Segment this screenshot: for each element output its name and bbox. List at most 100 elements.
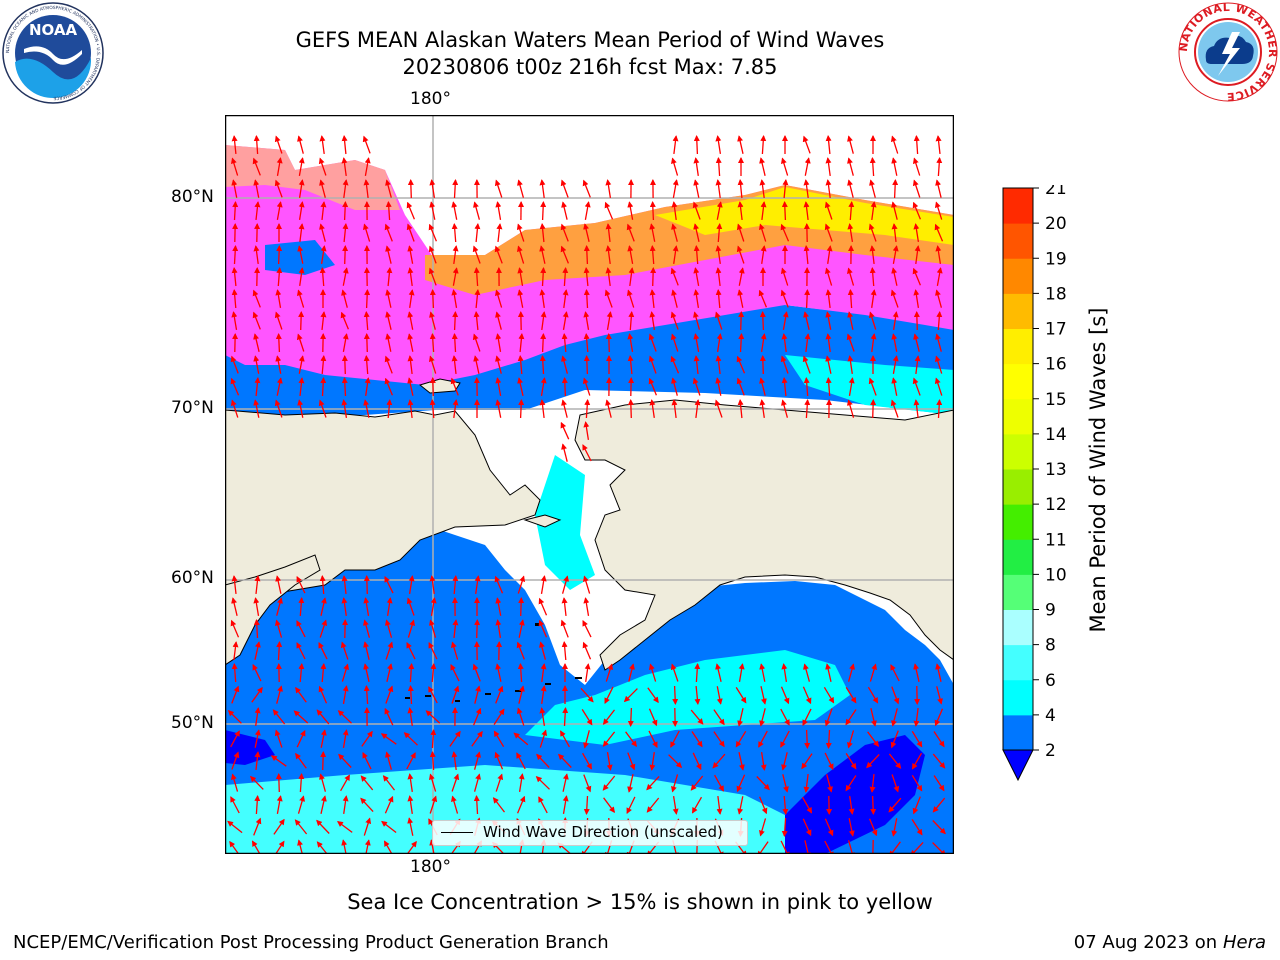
wind-wave-arrow: [802, 818, 812, 837]
land-st-lawrence: [523, 514, 562, 528]
wind-wave-arrow: [847, 730, 855, 749]
wind-wave-arrow: [715, 245, 722, 264]
wind-wave-arrow: [428, 245, 437, 264]
wind-wave-arrow: [252, 311, 261, 330]
wind-wave-arrow: [802, 355, 811, 374]
wind-wave-arrow: [293, 710, 309, 724]
wind-wave-arrow: [891, 201, 898, 220]
wind-wave-arrow: [934, 223, 944, 242]
wind-wave-arrow: [318, 642, 328, 660]
wind-wave-arrow: [602, 731, 616, 747]
wind-wave-arrow: [386, 597, 393, 617]
wind-wave-arrow: [385, 311, 392, 330]
wind-wave-arrow: [540, 377, 547, 397]
wind-wave-arrow: [847, 267, 855, 286]
wind-wave-arrow: [804, 333, 811, 352]
wind-wave-arrow: [847, 223, 854, 243]
wind-wave-arrow: [230, 157, 239, 176]
wind-wave-arrow: [691, 731, 703, 748]
wind-wave-arrow: [363, 399, 370, 418]
wind-wave-arrow: [759, 818, 767, 837]
wind-wave-arrow: [230, 796, 240, 814]
wind-wave-arrow: [231, 597, 238, 616]
wind-wave-arrow: [649, 201, 656, 221]
colorbar-segment: [1003, 433, 1033, 470]
wind-wave-arrow: [913, 663, 920, 682]
wind-wave-arrow: [627, 707, 634, 727]
wind-wave-arrow: [386, 663, 393, 682]
wind-wave-arrow: [473, 773, 481, 792]
wind-wave-arrow: [848, 201, 855, 221]
wind-wave-arrow: [847, 840, 855, 854]
colorbar-tick-label: 10: [1045, 565, 1067, 585]
wind-wave-arrow: [363, 333, 370, 353]
wind-wave-arrow: [513, 732, 529, 746]
wind-wave-arrow: [451, 773, 460, 792]
wind-wave-arrow: [782, 311, 789, 331]
wind-wave-arrow: [341, 663, 350, 682]
wind-wave-arrow: [758, 223, 767, 242]
wind-wave-arrow: [363, 817, 372, 836]
wind-wave-arrow: [690, 775, 704, 791]
wind-wave-arrow: [429, 795, 438, 814]
wind-wave-arrow: [847, 157, 854, 176]
wind-wave-arrow: [648, 663, 657, 682]
wind-wave-arrow: [804, 399, 811, 419]
wind-wave-arrow: [273, 818, 285, 835]
wind-wave-arrow: [606, 311, 613, 331]
wind-wave-arrow: [780, 355, 789, 374]
wind-wave-arrow: [869, 179, 876, 198]
wind-wave-arrow: [428, 619, 437, 638]
wind-wave-arrow: [516, 752, 526, 770]
wind-wave-arrow: [868, 311, 877, 330]
wind-wave-arrow: [429, 333, 436, 353]
colorbar-tick-label: 18: [1045, 284, 1067, 304]
wind-wave-arrow: [518, 773, 525, 793]
wind-wave-arrow: [780, 157, 789, 176]
wind-wave-arrow: [933, 731, 945, 748]
wind-wave-arrow: [804, 157, 811, 176]
wind-wave-arrow: [891, 157, 898, 176]
map-border: [225, 115, 954, 854]
noaa-logo-text: NOAA: [29, 21, 78, 39]
wind-wave-arrow: [892, 311, 899, 331]
wind-wave-arrow: [340, 641, 349, 660]
wind-wave-arrow: [825, 333, 832, 352]
wind-wave-arrow: [363, 641, 370, 660]
colorbar-tick-label: 19: [1045, 249, 1067, 269]
wind-wave-arrow: [890, 730, 899, 749]
wind-wave-arrow: [671, 201, 678, 220]
wind-wave-arrow: [492, 797, 506, 813]
wind-wave-arrow: [869, 774, 876, 793]
wind-wave-arrow: [254, 201, 261, 220]
wind-wave-arrow: [934, 355, 943, 374]
wind-wave-arrow: [494, 575, 504, 594]
colorbar-segment: [1003, 293, 1033, 329]
wind-wave-arrow: [517, 575, 526, 594]
wind-wave-arrow: [627, 774, 634, 793]
wind-wave-arrow: [935, 179, 942, 198]
wind-wave-arrow: [670, 267, 679, 286]
wind-wave-arrow: [474, 289, 481, 309]
wind-wave-arrow: [474, 619, 481, 639]
wind-wave-arrow: [781, 663, 788, 683]
wind-wave-arrow: [582, 752, 592, 770]
wind-wave-arrow: [408, 575, 415, 595]
wind-wave-arrow: [364, 377, 371, 396]
wind-wave-arrow: [341, 839, 348, 854]
wind-wave-arrow: [935, 289, 943, 308]
wind-wave-arrow: [495, 355, 502, 374]
wind-wave-arrow: [363, 575, 370, 595]
wind-wave-arrow: [540, 685, 547, 704]
wind-wave-arrow: [298, 223, 305, 242]
wind-wave-arrow: [294, 819, 308, 835]
wind-wave-arrow: [583, 355, 590, 375]
wind-wave-arrow: [867, 686, 879, 704]
wind-wave-arrow: [516, 795, 526, 814]
wind-wave-arrow: [736, 377, 745, 396]
wind-wave-arrow: [407, 817, 414, 836]
wind-wave-arrow: [535, 776, 550, 790]
wind-wave-arrow: [230, 619, 240, 638]
wind-wave-arrow: [472, 707, 482, 726]
wind-wave-arrow: [518, 333, 525, 353]
